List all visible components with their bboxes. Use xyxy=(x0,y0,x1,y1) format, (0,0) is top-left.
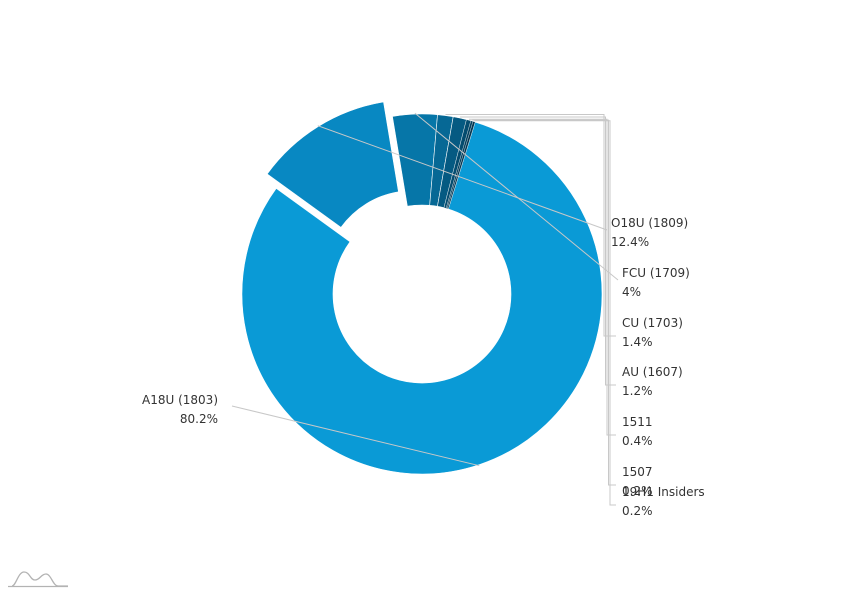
slice-label-19h1-insiders: 19H1 Insiders xyxy=(622,485,705,499)
slice-value-fcu-1709: 4% xyxy=(622,285,641,299)
slice-value-au-1607: 1.2% xyxy=(622,384,653,398)
leader-line-a18u-1803 xyxy=(231,405,480,467)
donut-slice-a18u-1803[interactable] xyxy=(241,121,603,475)
slice-label-au-1607: AU (1607) xyxy=(622,365,683,379)
slice-value-19h1-insiders: 0.2% xyxy=(622,504,653,518)
slice-label-o18u-1809: O18U (1809) xyxy=(611,216,688,230)
leader-line-19h1-insiders xyxy=(474,120,616,506)
leader-line-fcu-1709 xyxy=(414,112,619,281)
slice-labels: A18U (1803) 80.2% O18U (1809) 12.4% FCU (170… xyxy=(142,216,705,518)
slice-value-o18u-1809: 12.4% xyxy=(611,235,649,249)
slice-label-1507: 1507 xyxy=(622,465,653,479)
slice-value-a18u-1803: 80.2% xyxy=(180,412,218,426)
chart-app-logo-icon xyxy=(8,571,68,588)
leader-line-1507 xyxy=(472,119,616,486)
donut-slice-19h1-insiders[interactable] xyxy=(447,121,476,210)
donut-slices xyxy=(241,101,603,475)
donut-slice-o18u-1809[interactable] xyxy=(266,101,399,228)
leader-line-o18u-1809 xyxy=(317,125,608,231)
slice-value-1511: 0.4% xyxy=(622,434,653,448)
leader-line-1511 xyxy=(468,118,616,436)
slice-label-cu-1703: CU (1703) xyxy=(622,316,683,330)
slice-label-1511: 1511 xyxy=(622,415,653,429)
leader-line-au-1607 xyxy=(460,116,616,386)
slice-label-fcu-1709: FCU (1709) xyxy=(622,266,690,280)
slice-value-cu-1703: 1.4% xyxy=(622,335,653,349)
label-leader-lines xyxy=(231,112,619,506)
slice-label-a18u-1803: A18U (1803) xyxy=(142,393,218,407)
slice-value-1507: 0.2% xyxy=(622,484,653,498)
